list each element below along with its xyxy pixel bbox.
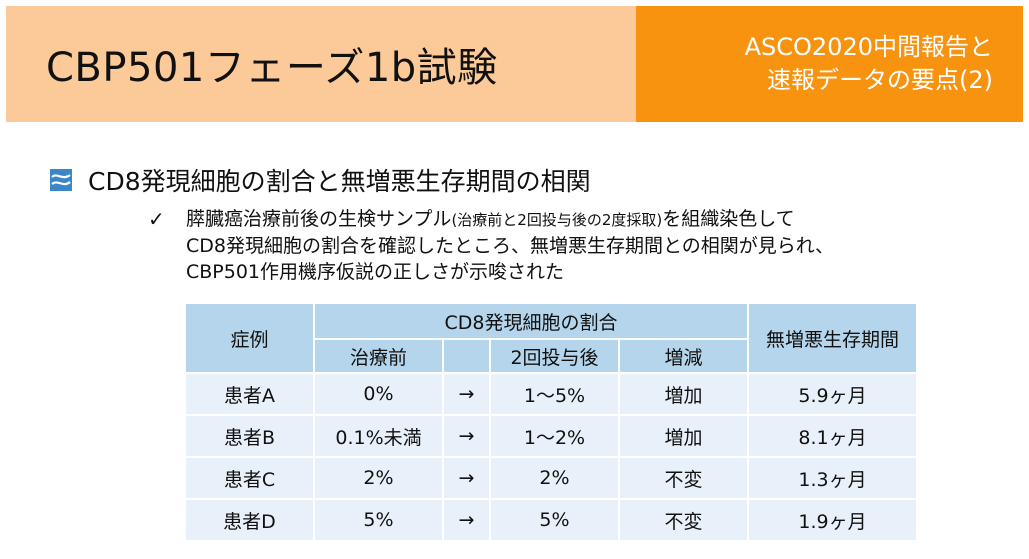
title-banner: CBP501フェーズ1b試験 <box>6 6 636 122</box>
header-change: 増減 <box>618 338 749 374</box>
section-title: CD8発現細胞の割合と無増悪生存期間の相関 <box>88 167 591 196</box>
header-arrow <box>442 338 491 374</box>
cell-change: 不変 <box>618 456 749 500</box>
header-pfs: 無増悪生存期間 <box>747 302 918 374</box>
cd8-pfs-table: 症例 CD8発現細胞の割合 無増悪生存期間 治療前 2回投与後 増減 患者A 0… <box>184 302 918 542</box>
bullet-line3: CBP501作用機序仮説の正しさが示唆された <box>186 261 565 283</box>
header-after: 2回投与後 <box>489 338 620 374</box>
cell-case: 患者C <box>184 456 315 500</box>
checkmark-icon: ✓ <box>148 207 165 231</box>
table-row: 患者C 2% → 2% 不変 1.3ヶ月 <box>184 456 918 500</box>
cell-before: 5% <box>313 498 444 542</box>
bullet-line1-a: 膵臓癌治療前後の生検サンプル <box>186 208 452 230</box>
table-row: 患者B 0.1%未満 → 1〜2% 増加 8.1ヶ月 <box>184 414 918 458</box>
table-row: 患者A 0% → 1〜5% 増加 5.9ヶ月 <box>184 372 918 416</box>
cell-pfs: 5.9ヶ月 <box>747 372 918 416</box>
table-row: 患者D 5% → 5% 不変 1.9ヶ月 <box>184 498 918 542</box>
cell-after: 5% <box>489 498 620 542</box>
bullet-item: ✓ 膵臓癌治療前後の生検サンプル(治療前と2回投与後の2度採取)を組織染色して … <box>148 206 834 285</box>
header-case: 症例 <box>184 302 315 374</box>
header-before: 治療前 <box>313 338 444 374</box>
cell-arrow: → <box>442 498 491 542</box>
cell-before: 0.1%未満 <box>313 414 444 458</box>
cell-arrow: → <box>442 414 491 458</box>
cell-before: 0% <box>313 372 444 416</box>
table-header-row: 症例 CD8発現細胞の割合 無増悪生存期間 <box>184 302 918 374</box>
cell-after: 1〜5% <box>489 372 620 416</box>
header-cd8: CD8発現細胞の割合 <box>313 302 749 340</box>
cell-arrow: → <box>442 372 491 416</box>
cell-case: 患者A <box>184 372 315 416</box>
page-title: CBP501フェーズ1b試験 <box>46 45 498 91</box>
cell-pfs: 8.1ヶ月 <box>747 414 918 458</box>
section-heading: CD8発現細胞の割合と無増悪生存期間の相関 <box>50 162 591 198</box>
subtitle-line1: ASCO2020中間報告と <box>744 33 993 61</box>
bullet-line1: 膵臓癌治療前後の生検サンプル(治療前と2回投与後の2度採取)を組織染色して <box>186 206 834 233</box>
bullet-line1-b: を組織染色して <box>662 208 795 230</box>
subtitle-banner: ASCO2020中間報告と 速報データの要点(2) <box>636 6 1023 122</box>
cell-arrow: → <box>442 456 491 500</box>
bullet-text: 膵臓癌治療前後の生検サンプル(治療前と2回投与後の2度採取)を組織染色して CD… <box>186 206 834 285</box>
blue-swirl-icon <box>50 169 72 191</box>
cell-pfs: 1.9ヶ月 <box>747 498 918 542</box>
subtitle-line2: 速報データの要点(2) <box>767 66 993 94</box>
cell-pfs: 1.3ヶ月 <box>747 456 918 500</box>
cell-change: 増加 <box>618 372 749 416</box>
cell-after: 2% <box>489 456 620 500</box>
table-subheader-row: 治療前 2回投与後 増減 <box>185 338 917 374</box>
cell-change: 不変 <box>618 498 749 542</box>
cell-after: 1〜2% <box>489 414 620 458</box>
cell-before: 2% <box>313 456 444 500</box>
cell-change: 増加 <box>618 414 749 458</box>
cell-case: 患者D <box>184 498 315 542</box>
cell-case: 患者B <box>184 414 315 458</box>
bullet-line1-note: (治療前と2回投与後の2度採取) <box>451 211 663 229</box>
bullet-line2: CD8発現細胞の割合を確認したところ、無増悪生存期間との相関が見られ、 <box>186 235 834 257</box>
